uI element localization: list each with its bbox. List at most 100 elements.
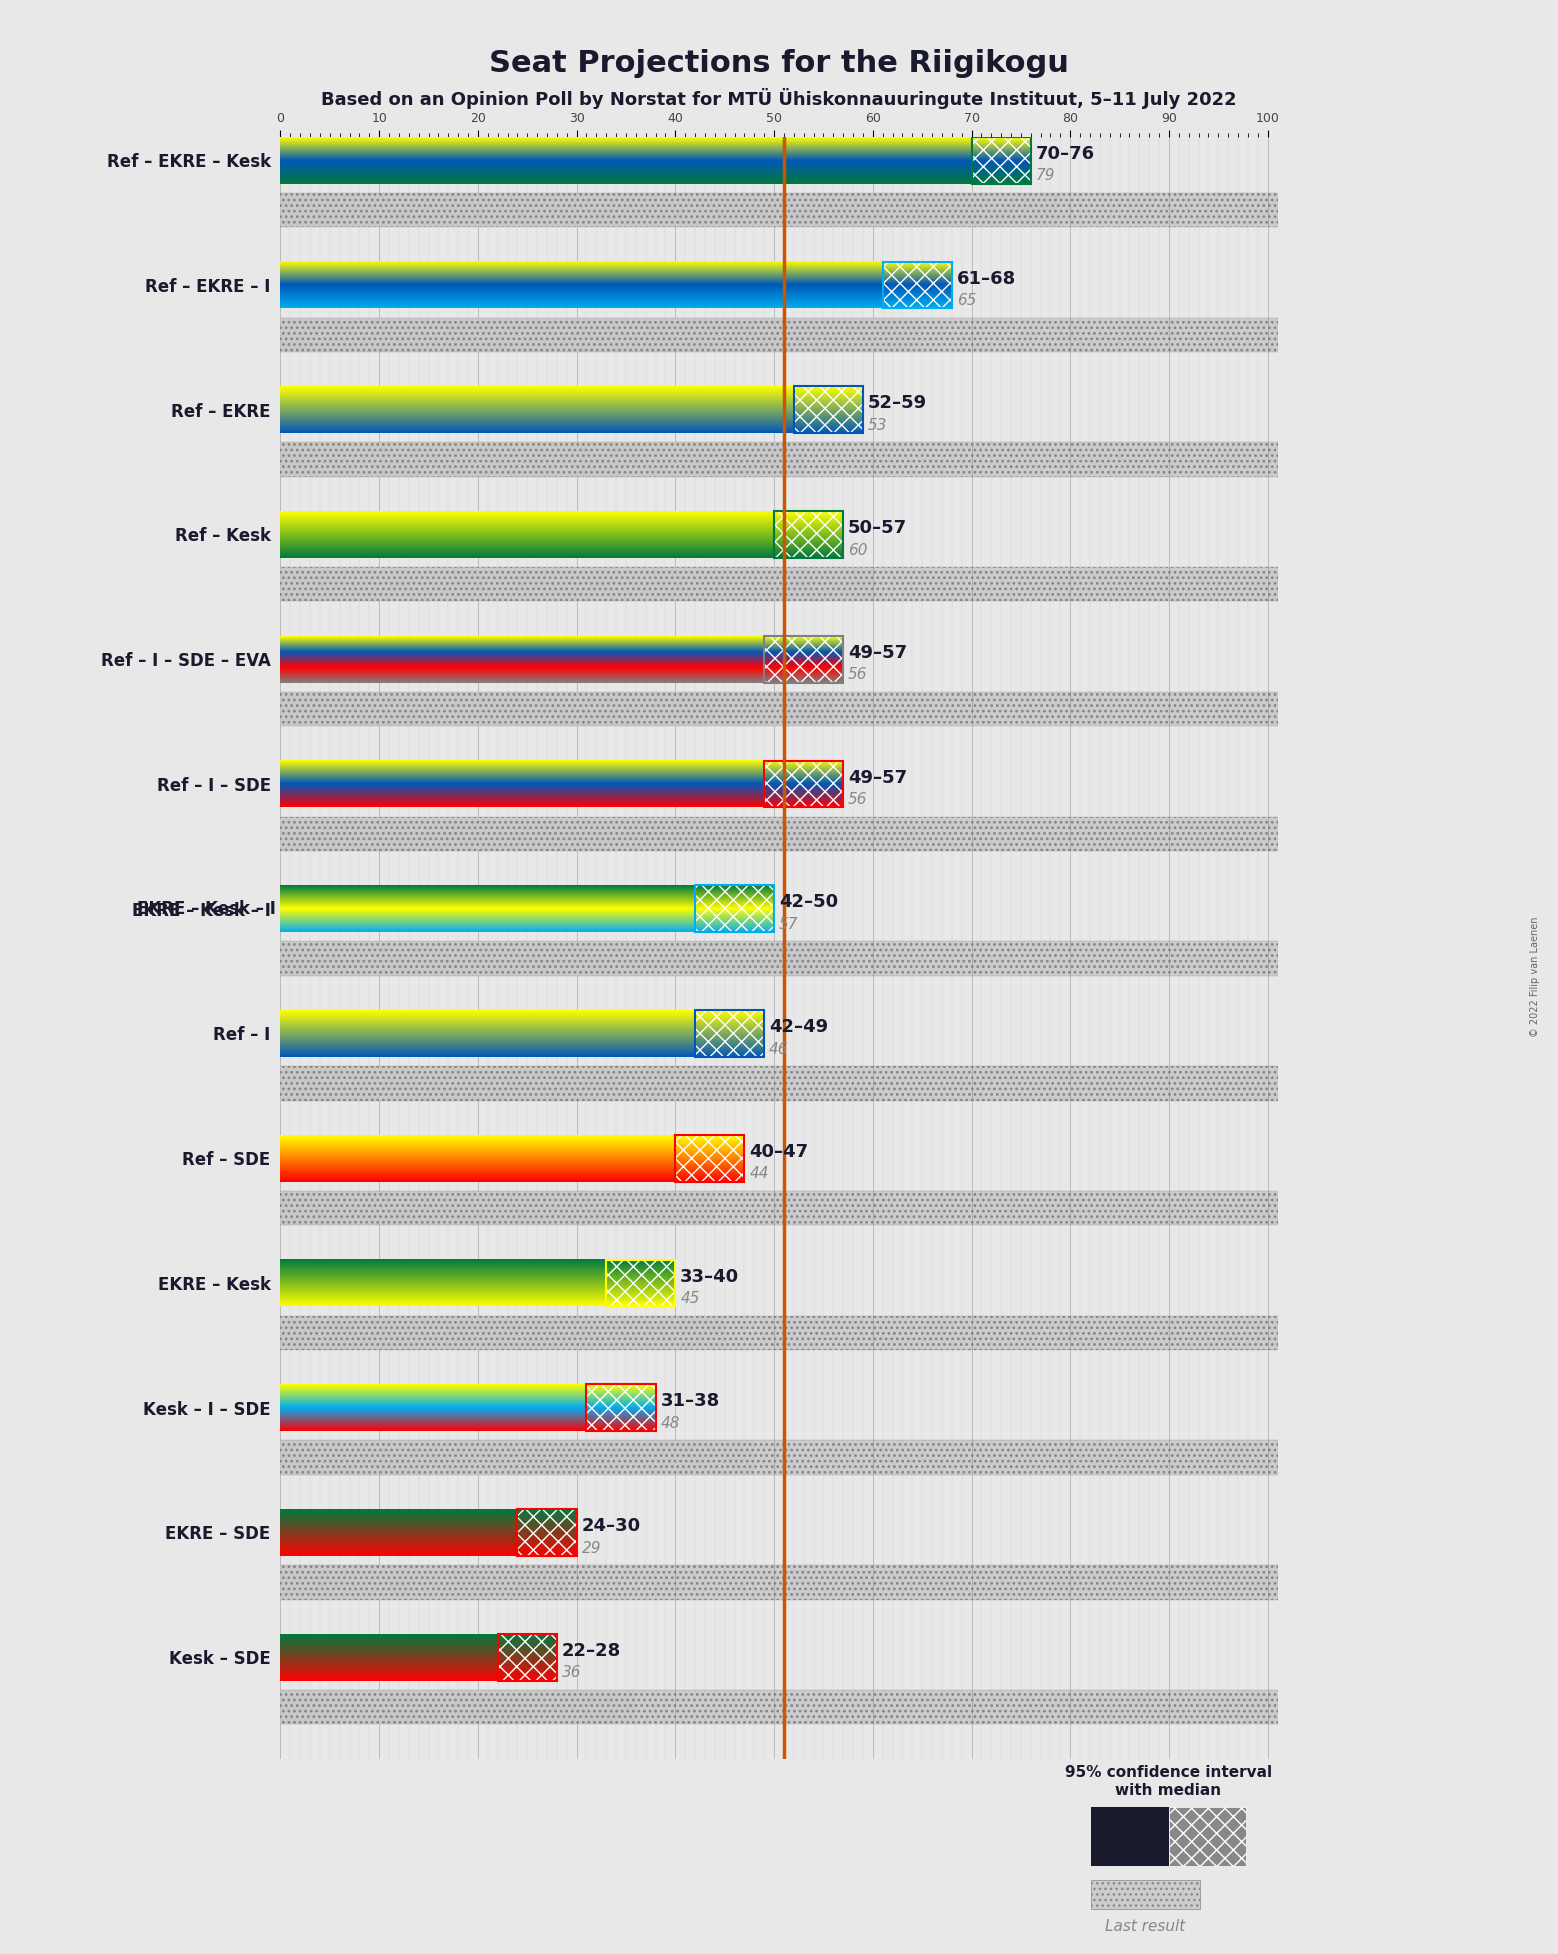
Bar	[280, 442, 1278, 477]
Text: 33–40: 33–40	[681, 1268, 740, 1286]
Bar	[280, 319, 1278, 352]
Bar	[280, 442, 1278, 477]
Bar	[763, 635, 843, 682]
Text: 31–38: 31–38	[661, 1393, 720, 1411]
Text: Based on an Opinion Poll by Norstat for MTÜ Ühiskonnauuringute Instituut, 5–11 J: Based on an Opinion Poll by Norstat for …	[321, 88, 1237, 109]
Bar	[280, 817, 1278, 852]
Bar	[280, 1315, 1278, 1350]
Bar	[883, 262, 952, 309]
Text: 53: 53	[868, 418, 888, 432]
Text: Seat Projections for the Riigikogu: Seat Projections for the Riigikogu	[489, 49, 1069, 78]
Bar	[763, 760, 843, 807]
Text: 36: 36	[562, 1665, 581, 1680]
Text: 49–57: 49–57	[848, 645, 907, 662]
Bar	[774, 512, 843, 557]
Bar	[280, 193, 1278, 227]
Text: 22–28: 22–28	[562, 1641, 622, 1661]
Bar	[695, 885, 774, 932]
Bar	[280, 1190, 1278, 1225]
Text: 44: 44	[749, 1167, 770, 1182]
Bar	[280, 319, 1278, 352]
Text: 56: 56	[848, 791, 868, 807]
Text: 50–57: 50–57	[848, 520, 907, 537]
Bar	[280, 1565, 567, 1600]
Bar	[280, 567, 1278, 602]
Bar	[280, 817, 1278, 852]
Bar	[280, 817, 834, 852]
Text: 79: 79	[1036, 168, 1055, 184]
Text: 46: 46	[770, 1041, 788, 1057]
Text: 52–59: 52–59	[868, 395, 927, 412]
Bar	[795, 387, 863, 434]
Bar	[675, 1135, 745, 1182]
Bar	[280, 1440, 1278, 1475]
Bar	[972, 137, 1031, 184]
Bar	[280, 442, 1278, 477]
Text: 45: 45	[681, 1292, 700, 1305]
Bar	[280, 942, 1278, 975]
Bar	[280, 1690, 1278, 1723]
Bar	[280, 567, 1278, 602]
Text: Last result: Last result	[1105, 1919, 1186, 1934]
Bar	[497, 1634, 556, 1680]
Text: 40–47: 40–47	[749, 1143, 809, 1161]
Bar	[280, 1565, 1278, 1600]
Bar	[280, 1067, 1278, 1100]
Bar	[280, 1440, 754, 1475]
Bar	[517, 1508, 576, 1555]
Text: 65: 65	[957, 293, 977, 309]
Bar	[280, 692, 1278, 727]
Bar	[280, 567, 872, 602]
Bar	[586, 1383, 656, 1430]
Bar	[280, 1067, 734, 1100]
Text: 70–76: 70–76	[1036, 145, 1095, 162]
Bar	[606, 1260, 675, 1307]
Text: 60: 60	[848, 543, 868, 557]
Bar	[280, 692, 834, 727]
Text: 48: 48	[661, 1417, 679, 1430]
Bar	[280, 1440, 1278, 1475]
Bar	[695, 885, 774, 932]
Bar	[774, 512, 843, 557]
Text: 24–30: 24–30	[581, 1516, 640, 1536]
Bar	[280, 1690, 636, 1723]
Text: EKRE – Kesk – I: EKRE – Kesk – I	[137, 899, 276, 918]
Bar	[883, 262, 952, 309]
Bar	[280, 692, 1278, 727]
Bar	[517, 1508, 576, 1555]
Bar	[280, 1440, 1278, 1475]
Bar	[280, 1190, 1278, 1225]
Bar	[280, 1067, 1278, 1100]
Bar	[280, 942, 1278, 975]
Bar	[280, 942, 1278, 975]
Text: 42–49: 42–49	[770, 1018, 829, 1036]
Bar	[606, 1260, 675, 1307]
Bar	[280, 1690, 1278, 1723]
Bar	[280, 1315, 724, 1350]
Text: 49–57: 49–57	[848, 768, 907, 787]
Bar	[795, 387, 863, 434]
Bar	[280, 942, 843, 975]
Bar	[280, 1565, 1278, 1600]
Text: 42–50: 42–50	[779, 893, 838, 911]
Text: 95% confidence interval
with median: 95% confidence interval with median	[1066, 1764, 1271, 1798]
Bar	[695, 1010, 763, 1057]
Bar	[280, 1315, 1278, 1350]
Bar	[675, 1135, 745, 1182]
Bar	[280, 1067, 1278, 1100]
Text: 29: 29	[581, 1540, 601, 1555]
Bar	[280, 193, 1061, 227]
Bar	[280, 1565, 1278, 1600]
Bar	[280, 319, 1278, 352]
Bar	[280, 319, 922, 352]
Bar	[280, 1190, 715, 1225]
Text: © 2022 Filip van Laenen: © 2022 Filip van Laenen	[1530, 916, 1539, 1038]
Bar	[586, 1383, 656, 1430]
Bar	[280, 1190, 1278, 1225]
Bar	[280, 193, 1278, 227]
Bar	[280, 567, 1278, 602]
Bar	[280, 1315, 1278, 1350]
Text: 56: 56	[848, 666, 868, 682]
Bar	[972, 137, 1031, 184]
Bar	[280, 442, 804, 477]
